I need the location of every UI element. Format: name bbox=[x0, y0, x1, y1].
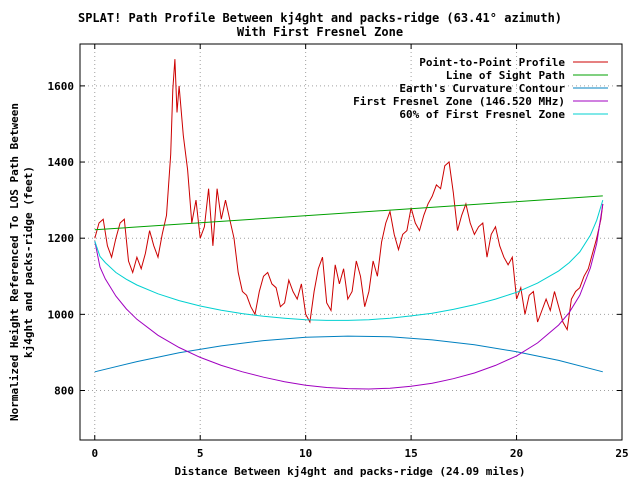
y-tick-label-3: 1400 bbox=[48, 156, 75, 169]
y-tick-label-2: 1200 bbox=[48, 232, 75, 245]
y-axis-label: Normalized Height Referenced To LOS Path… bbox=[8, 103, 21, 421]
y-tick-label-1: 1000 bbox=[48, 308, 75, 321]
series-line-first-fresnel-zone-146-520-mhz bbox=[94, 203, 604, 390]
x-tick-label-5: 25 bbox=[615, 447, 628, 460]
x-tick-label-1: 5 bbox=[197, 447, 204, 460]
y-axis-label-line2: kj4ght and packs-ridge (feet) bbox=[22, 166, 35, 358]
series-line-line-of-sight-path bbox=[94, 195, 603, 231]
legend-label-point-to-point-profile: Point-to-Point Profile bbox=[419, 56, 565, 69]
series-line-earth-s-curvature-contour bbox=[94, 335, 603, 373]
y-tick-label-4: 1600 bbox=[48, 80, 75, 93]
legend-label-earth-s-curvature-contour: Earth's Curvature Contour bbox=[399, 82, 565, 95]
series-layer bbox=[94, 59, 604, 390]
plot-frame bbox=[79, 43, 623, 441]
y-tick-label-0: 800 bbox=[54, 385, 74, 398]
legend-label-60-of-first-fresnel-zone: 60% of First Fresnel Zone bbox=[399, 108, 565, 121]
chart-title: SPLAT! Path Profile Between kj4ght and p… bbox=[78, 11, 562, 25]
tick-layer: 0 5 10 15 20 25 800 1000 1200 1400 1600 bbox=[48, 44, 629, 460]
series-line-point-to-point-profile bbox=[94, 59, 604, 332]
x-tick-label-4: 20 bbox=[510, 447, 523, 460]
legend-label-first-fresnel-zone-146-520-mhz: First Fresnel Zone (146.520 MHz) bbox=[353, 95, 565, 108]
series-line-60-of-first-fresnel-zone bbox=[94, 199, 604, 321]
legend-label-line-of-sight-path: Line of Sight Path bbox=[446, 69, 565, 82]
x-axis-label: Distance Between kj4ght and packs-ridge … bbox=[175, 465, 526, 478]
x-tick-label-0: 0 bbox=[91, 447, 98, 460]
x-tick-label-3: 15 bbox=[404, 447, 417, 460]
chart-subtitle: With First Fresnel Zone bbox=[237, 25, 403, 39]
x-tick-label-2: 10 bbox=[299, 447, 312, 460]
